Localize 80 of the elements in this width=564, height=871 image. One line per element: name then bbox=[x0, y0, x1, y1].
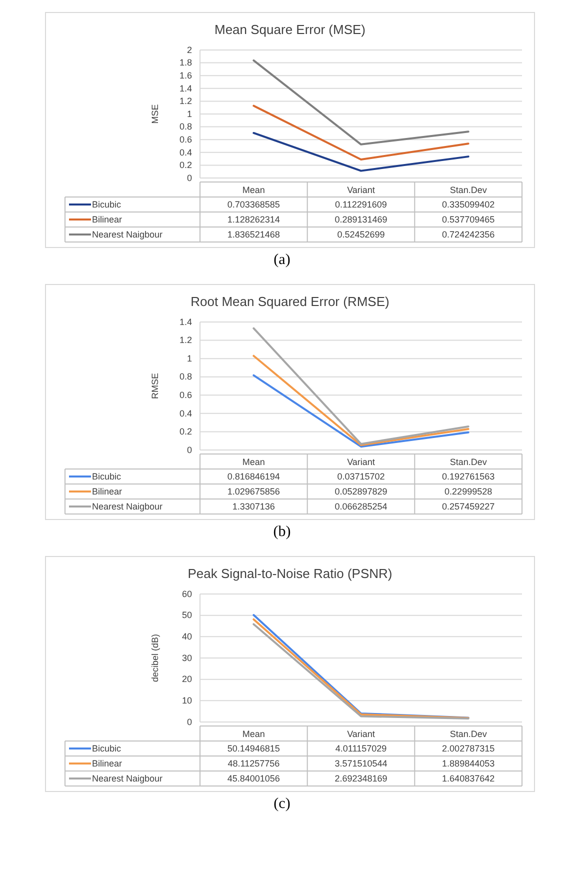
y-tick-label: 1.2 bbox=[179, 96, 192, 106]
data-label: 0.52452699 bbox=[337, 230, 385, 240]
data-label: 1.3307136 bbox=[232, 502, 275, 512]
y-tick-label: 0.2 bbox=[179, 160, 192, 170]
y-tick-label: 0.4 bbox=[179, 147, 192, 158]
data-label: 45.84001056 bbox=[227, 774, 280, 784]
text: (c) bbox=[272, 796, 292, 813]
legend-label: Bicubic bbox=[92, 472, 122, 482]
x-tick-label: Variant bbox=[347, 729, 376, 739]
legend-label: Nearest Naigbour bbox=[92, 230, 163, 240]
legend-label: Nearest Naigbour bbox=[92, 502, 163, 512]
y-tick-label: 0.6 bbox=[179, 134, 192, 144]
x-tick-label: Stan.Dev bbox=[450, 729, 488, 739]
legend-label: Bilinear bbox=[92, 486, 122, 496]
legend-label: Bilinear bbox=[92, 214, 122, 224]
data-label: 0.03715702 bbox=[337, 472, 385, 482]
data-label: 3.571510544 bbox=[334, 758, 388, 768]
y-axis-title: decibel (dB) bbox=[150, 634, 160, 682]
text: (a) bbox=[272, 252, 292, 269]
data-label: 0.816846194 bbox=[227, 472, 280, 482]
y-tick-label: 1.2 bbox=[179, 335, 192, 346]
data-label: 0.335099402 bbox=[442, 200, 495, 210]
data-label: 50.14946815 bbox=[227, 744, 280, 754]
data-label: 1.889844053 bbox=[442, 758, 495, 768]
y-tick-label: 0 bbox=[186, 172, 192, 183]
y-tick-label: 1.4 bbox=[179, 316, 192, 327]
y-tick-label: 1 bbox=[186, 353, 192, 364]
chart-title: Mean Square Error (MSE) bbox=[214, 22, 366, 37]
y-tick-label: 0 bbox=[186, 444, 192, 455]
data-label: 0.112291609 bbox=[335, 200, 387, 210]
data-label: 0.22999528 bbox=[444, 486, 492, 496]
legend-label: Bicubic bbox=[92, 200, 122, 210]
y-tick-label: 1 bbox=[186, 108, 192, 119]
data-label: 4.011157029 bbox=[335, 744, 387, 754]
data-label: 0.289131469 bbox=[334, 214, 388, 224]
y-axis-title: RMSE bbox=[150, 372, 160, 400]
y-axis-title: MSE bbox=[150, 104, 160, 124]
text: (b) bbox=[272, 524, 292, 541]
x-tick-label: Mean bbox=[242, 729, 265, 739]
data-label: 0.724242356 bbox=[442, 230, 495, 240]
data-label: 1.640837642 bbox=[442, 774, 495, 784]
y-tick-label: 40 bbox=[182, 632, 192, 642]
data-label: 0.192761563 bbox=[442, 472, 495, 482]
y-tick-label: 30 bbox=[182, 652, 192, 663]
legend-label: Bicubic bbox=[92, 744, 122, 754]
data-label: 2.692348169 bbox=[334, 774, 388, 784]
data-label: 2.002787315 bbox=[442, 744, 495, 754]
data-label: 1.128262314 bbox=[227, 214, 280, 224]
y-tick-label: 50 bbox=[182, 610, 192, 620]
y-tick-label: 0.2 bbox=[179, 426, 192, 437]
y-tick-label: 20 bbox=[182, 674, 192, 684]
y-tick-label: 0.8 bbox=[179, 372, 192, 382]
data-label: 48.11257756 bbox=[228, 758, 280, 768]
chart-title: Root Mean Squared Error (RMSE) bbox=[190, 294, 390, 309]
x-tick-label: Mean bbox=[242, 457, 265, 467]
y-tick-label: 1.8 bbox=[179, 58, 192, 68]
data-label: 1.836521468 bbox=[227, 230, 280, 240]
x-tick-label: Stan.Dev bbox=[450, 185, 488, 195]
chart-title: Peak Signal-to-Noise Ratio (PSNR) bbox=[188, 566, 392, 581]
x-tick-label: Stan.Dev bbox=[450, 457, 488, 467]
y-tick-label: 0.4 bbox=[179, 408, 192, 418]
legend-label: Bilinear bbox=[92, 758, 122, 768]
x-tick-label: Mean bbox=[242, 185, 265, 195]
data-label: 0.703368585 bbox=[227, 200, 280, 210]
y-tick-label: 0.6 bbox=[179, 390, 192, 400]
data-label: 0.257459227 bbox=[442, 502, 495, 512]
y-tick-label: 1.4 bbox=[179, 83, 192, 94]
x-tick-label: Variant bbox=[347, 185, 376, 195]
y-tick-label: 60 bbox=[182, 588, 192, 599]
legend-label: Nearest Naigbour bbox=[92, 774, 163, 784]
y-tick-label: 2 bbox=[186, 44, 192, 55]
data-label: 1.029675856 bbox=[227, 486, 280, 496]
x-tick-label: Variant bbox=[347, 457, 376, 467]
y-tick-label: 0.8 bbox=[179, 122, 192, 132]
y-tick-label: 10 bbox=[182, 696, 192, 706]
y-tick-label: 0 bbox=[186, 716, 192, 727]
data-label: 0.537709465 bbox=[442, 214, 495, 224]
y-tick-label: 1.6 bbox=[179, 70, 192, 80]
data-label: 0.052897829 bbox=[334, 486, 388, 496]
data-label: 0.066285254 bbox=[334, 502, 388, 512]
